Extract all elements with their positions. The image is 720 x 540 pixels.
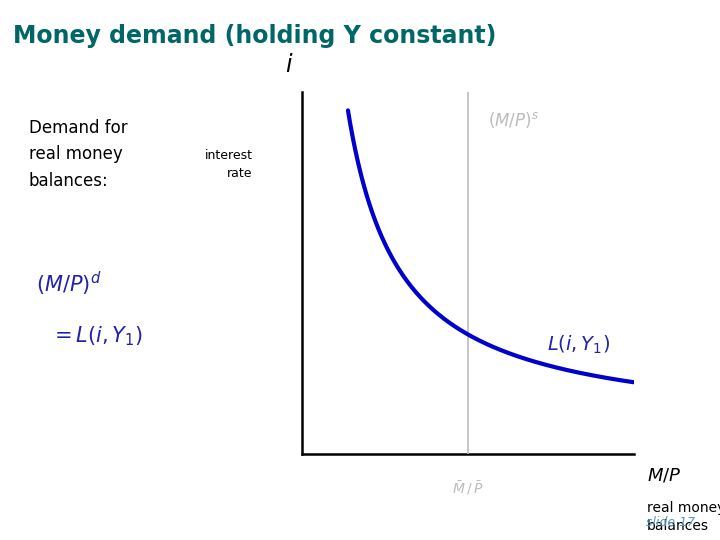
Text: $L(i, Y_1)$: $L(i, Y_1)$ — [547, 334, 611, 356]
Text: $\mathbf{\mathit{M/P}}$: $\mathbf{\mathit{M/P}}$ — [647, 467, 681, 484]
Text: interest
rate: interest rate — [204, 148, 253, 180]
Text: $(M/P)^d$: $(M/P)^d$ — [36, 270, 102, 298]
Text: $\bar{M}\,/\,\bar{P}$: $\bar{M}\,/\,\bar{P}$ — [452, 479, 484, 497]
Text: $i$: $i$ — [285, 53, 293, 77]
Text: Demand for
real money
balances:: Demand for real money balances: — [29, 119, 127, 190]
Text: Money demand (holding Y constant): Money demand (holding Y constant) — [13, 24, 496, 48]
Text: $= L(i, Y_1)$: $= L(i, Y_1)$ — [50, 324, 143, 348]
Text: real money
balances: real money balances — [647, 501, 720, 533]
Text: slide 17: slide 17 — [646, 516, 695, 529]
Text: $(\mathit{M}/\mathit{P})^s$: $(\mathit{M}/\mathit{P})^s$ — [488, 110, 539, 130]
